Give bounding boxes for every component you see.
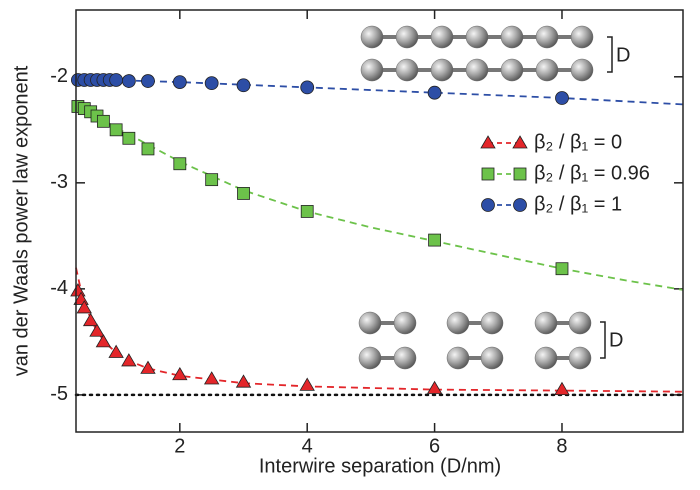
atom — [393, 311, 417, 335]
marker — [237, 187, 250, 200]
marker — [172, 366, 188, 381]
marker — [109, 73, 124, 87]
atom — [358, 346, 382, 370]
atom — [500, 58, 524, 82]
atom — [570, 25, 594, 49]
marker — [76, 300, 92, 314]
marker — [481, 198, 495, 212]
marker — [300, 205, 314, 218]
legend-label: β₂ / β₁ = 1 — [534, 193, 622, 215]
atom — [395, 25, 419, 49]
marker — [121, 353, 137, 367]
y-tick-label: -4 — [50, 277, 68, 299]
marker — [300, 80, 315, 95]
fit-line — [75, 267, 684, 393]
atom — [446, 346, 470, 370]
atom — [430, 25, 454, 49]
marker — [96, 114, 110, 128]
marker — [204, 76, 219, 91]
marker — [203, 371, 220, 385]
marker — [428, 233, 441, 247]
atom — [360, 25, 384, 49]
atom — [358, 311, 382, 335]
atom — [535, 25, 559, 49]
x-tick-label: 8 — [556, 435, 567, 457]
annotation: D — [609, 329, 623, 351]
x-tick-label: 6 — [429, 435, 440, 457]
atom — [568, 311, 592, 335]
marker — [427, 85, 442, 100]
marker — [205, 173, 219, 187]
atom — [480, 311, 504, 335]
x-tick-label: 2 — [174, 435, 185, 457]
atom — [446, 311, 470, 335]
y-tick-label: -5 — [50, 383, 68, 405]
marker — [299, 377, 315, 391]
atom — [393, 346, 417, 370]
marker — [70, 283, 86, 297]
legend-label: β₂ / β₁ = 0 — [534, 131, 622, 153]
atom — [535, 58, 559, 82]
marker — [121, 74, 136, 88]
x-axis-label: Interwire separation (D/nm) — [259, 455, 501, 477]
marker — [173, 157, 187, 171]
fit-line — [75, 78, 684, 106]
atom — [465, 58, 489, 82]
marker — [513, 198, 527, 212]
atom — [500, 25, 524, 49]
atom — [534, 311, 558, 335]
marker — [426, 380, 443, 394]
atom — [430, 58, 454, 82]
x-tick-label: 4 — [302, 435, 313, 457]
atom — [395, 58, 419, 82]
atom — [534, 346, 558, 370]
marker — [512, 135, 528, 149]
y-tick-label: -2 — [50, 65, 68, 87]
marker — [555, 91, 569, 105]
marker — [555, 262, 569, 276]
marker — [95, 334, 112, 348]
marker — [235, 374, 252, 388]
marker — [122, 131, 136, 145]
marker — [141, 142, 155, 156]
marker — [481, 167, 495, 181]
bracket — [607, 36, 613, 73]
marker — [554, 381, 570, 395]
marker — [141, 74, 155, 88]
atom — [360, 58, 384, 82]
marker — [140, 360, 156, 374]
y-axis-label: van der Waals power law exponent — [10, 65, 32, 376]
marker — [109, 123, 123, 137]
plot-frame — [75, 9, 684, 433]
bracket — [600, 321, 606, 359]
atom — [568, 346, 592, 370]
marker — [108, 344, 124, 358]
marker — [480, 135, 496, 149]
legend: β₂ / β₁ = 0 β₂ / β₁ = 0.96 β₂ / β₁ = 1 — [480, 131, 650, 215]
marker — [236, 78, 251, 93]
atom — [465, 25, 489, 49]
y-tick-label: -3 — [50, 171, 68, 193]
atom — [480, 346, 504, 370]
marker — [172, 75, 187, 90]
insets: DD — [358, 25, 630, 370]
atom — [570, 58, 594, 82]
annotation: D — [616, 44, 630, 66]
marker — [89, 323, 105, 337]
legend-label: β₂ / β₁ = 0.96 — [534, 162, 650, 184]
marker — [82, 312, 99, 327]
marker — [513, 167, 527, 181]
